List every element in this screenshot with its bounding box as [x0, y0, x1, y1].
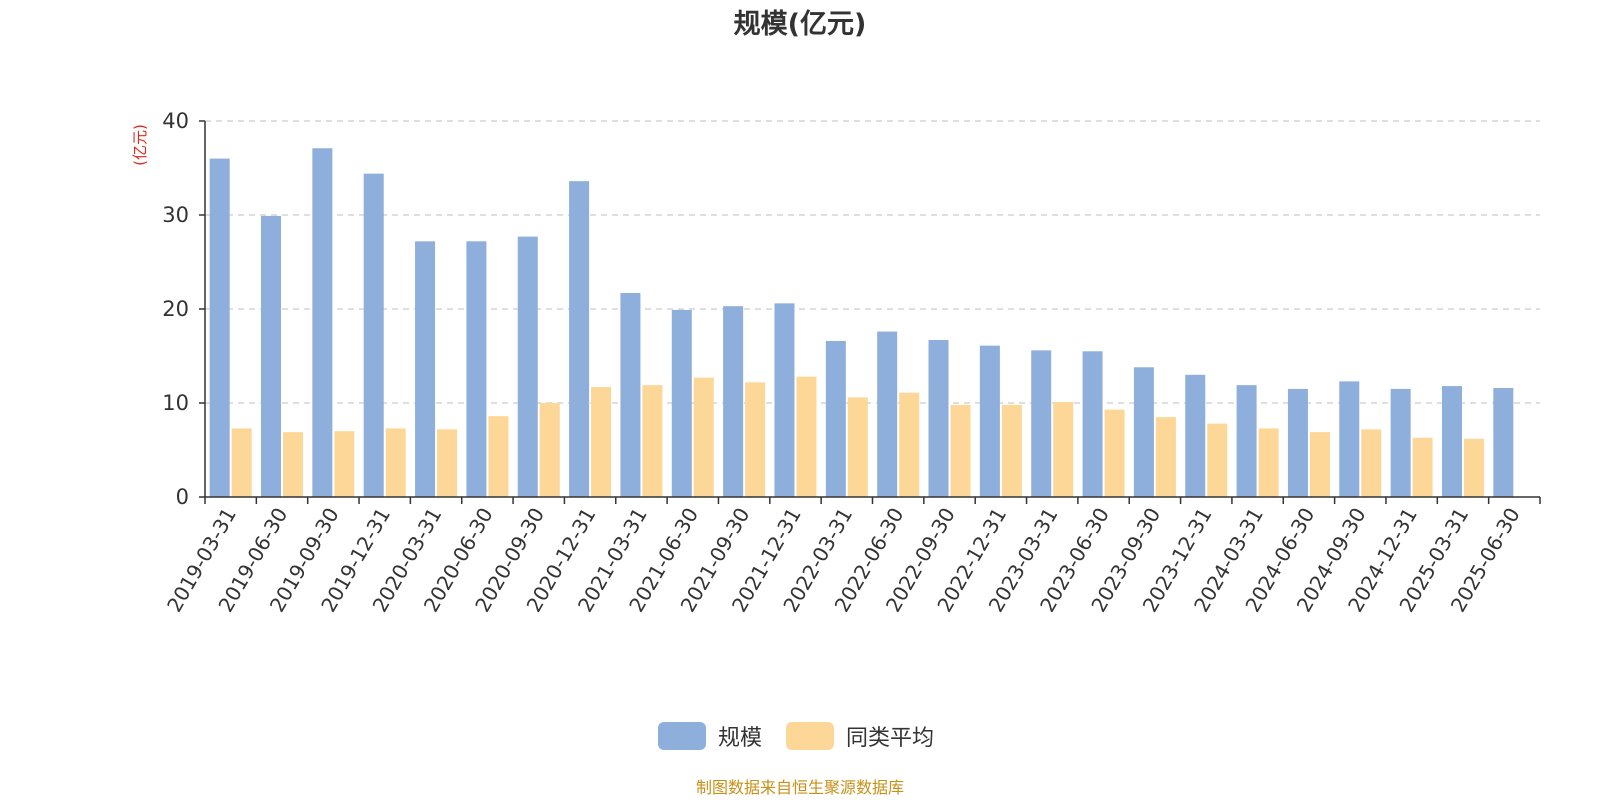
bar-peer-average[interactable]	[488, 416, 509, 497]
bar-scale[interactable]	[517, 236, 538, 497]
data-source-footer: 制图数据来自恒生聚源数据库	[696, 778, 904, 797]
bar-peer-average[interactable]	[1412, 437, 1433, 497]
bar-peer-average[interactable]	[1053, 402, 1074, 497]
bar-peer-average[interactable]	[1463, 438, 1484, 497]
legend-label-scale[interactable]: 规模	[718, 726, 762, 751]
bar-peer-average[interactable]	[847, 397, 868, 497]
bar-scale[interactable]	[1390, 388, 1411, 497]
legend[interactable]: 规模 同类平均	[658, 722, 934, 751]
bar-scale[interactable]	[877, 331, 898, 497]
y-tick-label: 10	[162, 391, 189, 415]
x-tick-labels: 2019-03-312019-06-302019-09-302019-12-31…	[162, 504, 1525, 617]
bar-peer-average[interactable]	[642, 385, 663, 497]
bar-peer-average[interactable]	[334, 431, 355, 497]
legend-label-peer-average[interactable]: 同类平均	[846, 726, 934, 751]
y-tick-label: 40	[162, 109, 189, 133]
legend-swatch-peer-average[interactable]	[786, 722, 834, 750]
bars-group	[209, 148, 1514, 497]
grid-lines	[205, 120, 1540, 404]
bar-scale[interactable]	[569, 181, 590, 497]
legend-swatch-scale[interactable]	[658, 722, 706, 750]
bar-scale[interactable]	[415, 241, 436, 497]
y-tick-label: 0	[176, 485, 189, 509]
bar-peer-average[interactable]	[899, 392, 920, 497]
bar-peer-average[interactable]	[1104, 409, 1125, 497]
bar-scale[interactable]	[774, 303, 795, 497]
bar-peer-average[interactable]	[745, 382, 766, 497]
bar-scale[interactable]	[723, 306, 744, 497]
y-axis-unit-label: (亿元)	[131, 124, 149, 166]
bar-scale[interactable]	[1493, 387, 1514, 497]
bar-scale[interactable]	[620, 293, 641, 497]
bar-peer-average[interactable]	[796, 376, 817, 497]
bar-peer-average[interactable]	[231, 428, 252, 497]
bar-peer-average[interactable]	[437, 429, 458, 497]
bar-scale[interactable]	[1236, 385, 1257, 497]
bar-scale[interactable]	[1031, 350, 1052, 497]
y-tick-label: 20	[162, 297, 189, 321]
bar-scale[interactable]	[1185, 374, 1206, 497]
y-tick-labels: 0 10 20 30 40	[162, 109, 205, 509]
bar-scale[interactable]	[1287, 388, 1308, 497]
bar-scale[interactable]	[312, 148, 333, 497]
bar-peer-average[interactable]	[1309, 432, 1330, 497]
bar-peer-average[interactable]	[385, 428, 406, 497]
bar-scale[interactable]	[209, 158, 230, 497]
bar-peer-average[interactable]	[591, 387, 612, 497]
bar-scale[interactable]	[825, 340, 846, 497]
bar-peer-average[interactable]	[693, 377, 714, 497]
chart-title: 规模(亿元)	[734, 9, 867, 40]
bar-scale[interactable]	[1133, 367, 1154, 497]
bar-scale[interactable]	[1339, 381, 1360, 497]
bar-scale[interactable]	[261, 215, 282, 497]
y-tick-label: 30	[162, 203, 189, 227]
bar-peer-average[interactable]	[1155, 417, 1176, 497]
bar-scale[interactable]	[979, 345, 1000, 497]
bar-scale[interactable]	[1082, 351, 1103, 497]
bar-peer-average[interactable]	[1001, 404, 1022, 497]
bar-scale[interactable]	[363, 173, 384, 497]
bar-scale[interactable]	[928, 340, 949, 497]
bar-scale[interactable]	[466, 241, 487, 497]
bar-scale[interactable]	[671, 309, 692, 497]
bar-peer-average[interactable]	[1207, 423, 1228, 497]
bar-scale[interactable]	[1441, 386, 1462, 497]
bar-peer-average[interactable]	[539, 403, 560, 497]
bar-peer-average[interactable]	[1258, 428, 1279, 497]
bar-peer-average[interactable]	[283, 432, 304, 497]
bar-peer-average[interactable]	[1361, 429, 1382, 497]
bar-peer-average[interactable]	[950, 404, 971, 497]
